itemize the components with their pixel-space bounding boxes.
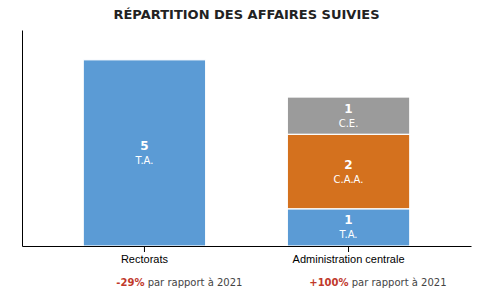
- chart: RÉPARTITION DES AFFAIRES SUIVIES 5 T.A. 1 T.…: [0, 0, 493, 298]
- footnotes: -29% par rapport à 2021+100% par rapport…: [116, 277, 446, 288]
- x-tick: Administration centrale: [293, 246, 405, 265]
- bar-segment: [287, 209, 409, 246]
- data-label: 2: [344, 158, 352, 172]
- bars: [83, 60, 410, 246]
- footnote: -29%: [116, 277, 144, 288]
- x-tick-mark: [144, 246, 145, 252]
- y-axis-line: [22, 31, 23, 247]
- footnote: par rapport à 2021: [144, 277, 242, 288]
- footnote: +100%: [309, 277, 348, 288]
- segment-name: T.A.: [134, 155, 153, 166]
- data-labels: 5 T.A. 1 T.A. 2 C.A.A. 1 C.E.: [134, 102, 363, 241]
- plot: 5 T.A. 1 T.A. 2 C.A.A. 1 C.E. Rectorats Administr…: [23, 31, 472, 289]
- x-tick-label: Rectorats: [121, 253, 169, 265]
- x-tick-label: Administration centrale: [293, 253, 405, 265]
- segment-name: C.A.A.: [334, 174, 364, 185]
- data-label: 5: [140, 139, 148, 153]
- bar-segment: [287, 97, 409, 134]
- x-axis-line: [23, 246, 472, 247]
- segment-name: C.E.: [339, 118, 359, 129]
- x-axis: Rectorats Administration centrale: [23, 246, 472, 265]
- x-tick-mark: [348, 246, 349, 252]
- segment-name: T.A.: [339, 229, 358, 240]
- footnote: par rapport à 2021: [349, 277, 447, 288]
- y-axis: [22, 31, 23, 247]
- title: RÉPARTITION DES AFFAIRES SUIVIES: [113, 7, 379, 22]
- bar-segment: [83, 60, 205, 246]
- x-tick: Rectorats: [121, 246, 169, 265]
- bar-segment: [287, 134, 409, 208]
- data-label: 1: [344, 213, 352, 227]
- data-label: 1: [344, 102, 352, 116]
